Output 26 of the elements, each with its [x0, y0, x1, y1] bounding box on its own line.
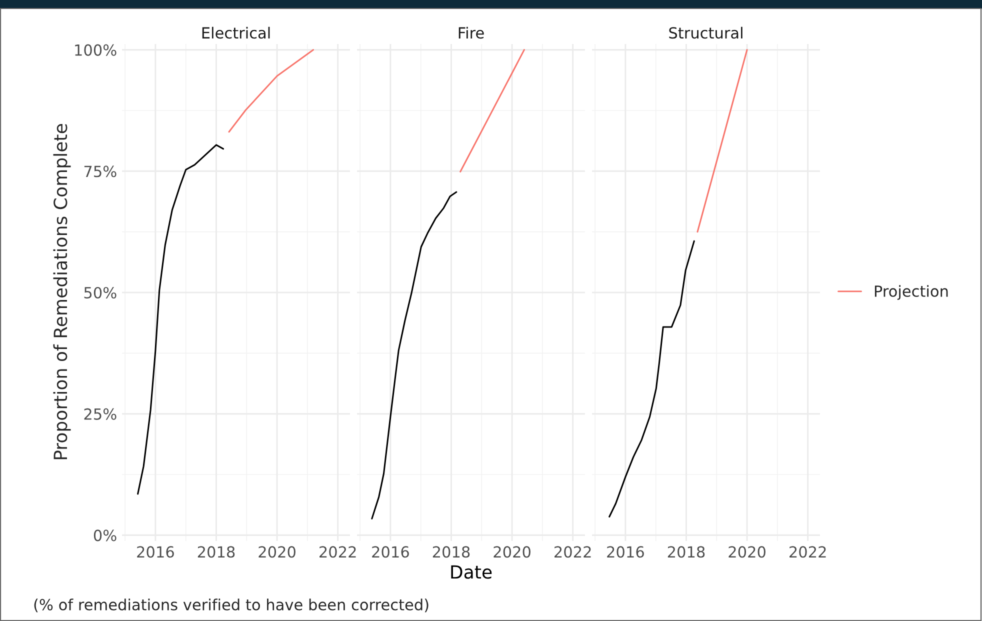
x-tick-label: 2018 [432, 546, 470, 558]
x-tick-label: 2020 [258, 546, 296, 558]
x-tick-label: 2016 [607, 546, 644, 558]
y-tick-label: 75% [84, 166, 116, 178]
y-tick-label: 0% [94, 530, 116, 542]
chart-title: Electrical [202, 26, 270, 39]
x-tick-label: 2016 [137, 546, 174, 558]
x-tick-label: 2022 [554, 546, 591, 558]
x-tick-label: 2018 [198, 546, 235, 558]
chart-title: Structural [669, 26, 742, 39]
x-tick-label: 2016 [372, 546, 409, 558]
x-axis-title: Date [451, 565, 492, 579]
text: (% of remediations verified to have been corrected) [34, 598, 428, 612]
y-tick-label: 100% [75, 44, 116, 56]
x-tick-label: 2022 [320, 546, 356, 558]
legend-label: Projection [874, 285, 948, 300]
line-series [137, 144, 224, 495]
y-axis-title: Proportion of Remediations Complete [53, 124, 71, 460]
x-tick-label: 2020 [494, 546, 530, 558]
x-tick-label: 2020 [728, 546, 766, 558]
chart-title: Fire [458, 26, 484, 39]
y-tick-label: 25% [84, 408, 116, 420]
x-tick-label: 2022 [790, 546, 826, 558]
y-tick-label: 50% [84, 286, 116, 299]
x-tick-label: 2018 [668, 546, 705, 558]
line-series [228, 49, 314, 133]
